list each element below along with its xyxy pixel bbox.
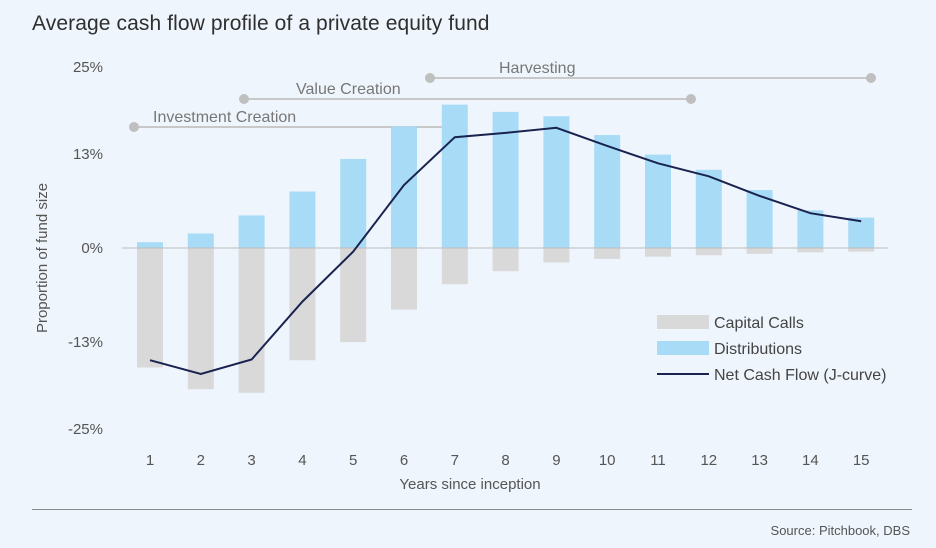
capital-calls-bar [746,248,773,254]
distributions-bar [797,210,824,248]
x-tick-label: 10 [599,452,616,469]
distributions-bar [238,215,265,248]
distributions-bar [340,158,367,248]
capital-calls-bar [645,248,671,257]
capital-calls-bar [594,248,621,259]
phase-label: Value Creation [296,81,401,98]
capital-calls-bar [543,248,570,263]
x-tick-label: 14 [802,452,819,469]
y-tick-label: 13% [73,146,103,163]
phase-start-dot [239,94,249,104]
phase-end-dot [866,73,876,83]
legend: Capital Calls Distributions Net Cash Flow … [657,315,886,384]
legend-swatch [657,341,709,355]
x-tick-label: 8 [501,452,509,469]
phase-start-dot [129,122,139,132]
distributions-bar [695,169,722,248]
capital-calls-bar [492,248,519,272]
x-tick-label: 4 [298,452,306,469]
distributions-bar [391,126,417,248]
source-note: Source: Pitchbook, DBS [770,523,910,538]
phase-end-dot [686,94,696,104]
capital-calls-bar [848,248,875,252]
legend-label: Capital Calls [714,315,804,332]
capital-calls-bar [391,248,417,310]
net-cash-flow-line [149,126,862,376]
distributions-bar [289,191,316,248]
y-axis-label: Proportion of fund size [34,183,51,333]
capital-calls-bar [289,248,316,361]
capital-calls-bar [441,248,468,285]
x-tick-label: 15 [853,452,870,469]
capital-calls-bar [695,248,722,256]
capital-calls-bar [238,248,265,393]
x-tick-label: 2 [197,452,205,469]
y-tick-label: -13% [68,334,103,351]
distributions-bar [848,217,875,248]
chart-title: Average cash flow profile of a private e… [32,12,490,35]
distributions-bar [137,242,163,248]
capital-calls-bar [340,248,367,343]
capital-calls-bar [187,248,214,390]
x-tick-label: 1 [146,452,154,469]
capital-calls-bar [137,248,163,368]
distributions-bar [645,154,671,248]
capital-calls-bar [797,248,824,253]
y-tick-label: -25% [68,421,103,438]
capital-calls-bars [137,248,875,393]
distributions-bar [543,116,570,249]
x-tick-label: 12 [700,452,717,469]
y-axis-ticks: 25% 13% 0% -13% -25% [68,59,103,438]
x-axis-label: Years since inception [399,476,540,493]
phase-label: Investment Creation [153,109,296,126]
x-tick-label: 13 [751,452,768,469]
x-tick-label: 9 [552,452,560,469]
x-tick-label: 5 [349,452,357,469]
x-tick-label: 6 [400,452,408,469]
distributions-bars [137,104,875,249]
distributions-bar [594,135,621,248]
phase-label: Harvesting [499,60,575,77]
legend-label: Net Cash Flow (J-curve) [714,367,886,384]
x-tick-label: 7 [451,452,459,469]
distributions-bar [187,233,214,248]
x-tick-label: 3 [247,452,255,469]
footer-divider [32,509,912,510]
legend-swatch [657,315,709,329]
y-tick-label: 25% [73,59,103,76]
y-tick-label: 0% [81,240,103,257]
x-tick-label: 11 [650,452,666,469]
phase-start-dot [425,73,435,83]
distributions-bar [441,104,468,248]
x-axis-ticks: 1 2 3 4 5 6 7 8 9 10 11 12 13 14 15 [146,452,870,469]
legend-label: Distributions [714,341,802,358]
